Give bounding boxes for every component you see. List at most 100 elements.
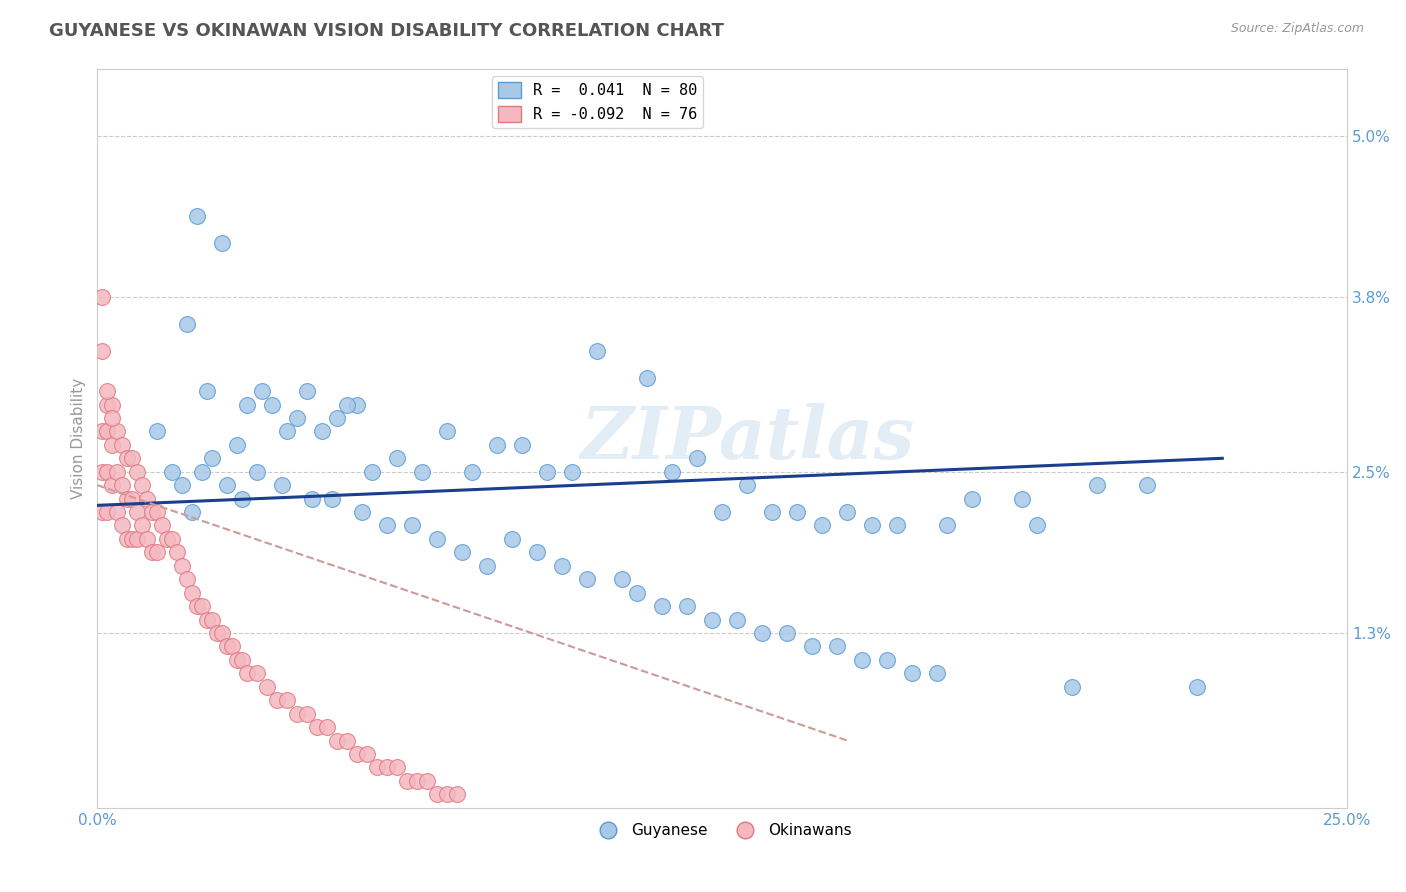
Point — [111, 478, 134, 492]
Point — [271, 478, 294, 492]
Point — [217, 478, 239, 492]
Point — [307, 720, 329, 734]
Point — [526, 545, 548, 559]
Point — [801, 640, 824, 654]
Point — [127, 465, 149, 479]
Point — [121, 532, 143, 546]
Point — [101, 411, 124, 425]
Point — [1187, 680, 1209, 694]
Point — [356, 747, 378, 761]
Point — [387, 760, 409, 774]
Point — [1136, 478, 1159, 492]
Point — [131, 478, 153, 492]
Point — [127, 532, 149, 546]
Point — [436, 425, 458, 439]
Point — [725, 613, 748, 627]
Point — [96, 425, 118, 439]
Point — [195, 384, 218, 398]
Point — [146, 425, 169, 439]
Point — [91, 343, 114, 358]
Point — [561, 465, 583, 479]
Point — [195, 613, 218, 627]
Point — [876, 653, 898, 667]
Point — [901, 666, 924, 681]
Point — [172, 478, 194, 492]
Point — [501, 532, 523, 546]
Point — [176, 572, 198, 586]
Point — [426, 532, 449, 546]
Point — [117, 532, 139, 546]
Point — [361, 465, 384, 479]
Point — [786, 505, 808, 519]
Point — [651, 599, 673, 614]
Point — [811, 518, 834, 533]
Point — [401, 518, 423, 533]
Text: GUYANESE VS OKINAWAN VISION DISABILITY CORRELATION CHART: GUYANESE VS OKINAWAN VISION DISABILITY C… — [49, 22, 724, 40]
Point — [626, 585, 648, 599]
Point — [172, 558, 194, 573]
Point — [136, 532, 159, 546]
Point — [111, 438, 134, 452]
Point — [416, 773, 439, 788]
Point — [91, 505, 114, 519]
Point — [136, 491, 159, 506]
Point — [311, 425, 333, 439]
Point — [375, 518, 398, 533]
Point — [181, 585, 204, 599]
Point — [105, 465, 128, 479]
Point — [326, 733, 349, 747]
Point — [761, 505, 783, 519]
Point — [612, 572, 634, 586]
Point — [207, 626, 229, 640]
Point — [105, 425, 128, 439]
Point — [186, 210, 208, 224]
Point — [285, 411, 308, 425]
Point — [711, 505, 734, 519]
Point — [226, 653, 249, 667]
Point — [962, 491, 984, 506]
Point — [301, 491, 323, 506]
Point — [162, 465, 184, 479]
Point — [181, 505, 204, 519]
Point — [486, 438, 509, 452]
Point — [276, 693, 298, 707]
Point — [316, 720, 339, 734]
Point — [91, 425, 114, 439]
Point — [162, 532, 184, 546]
Point — [737, 478, 759, 492]
Point — [266, 693, 288, 707]
Point — [510, 438, 533, 452]
Point — [396, 773, 419, 788]
Point — [121, 451, 143, 466]
Point — [366, 760, 388, 774]
Point — [886, 518, 908, 533]
Point — [96, 398, 118, 412]
Point — [117, 451, 139, 466]
Point — [751, 626, 773, 640]
Point — [236, 398, 259, 412]
Point — [461, 465, 484, 479]
Point — [297, 384, 319, 398]
Point — [375, 760, 398, 774]
Point — [406, 773, 429, 788]
Point — [256, 680, 278, 694]
Point — [636, 370, 658, 384]
Point — [837, 505, 859, 519]
Point — [101, 478, 124, 492]
Point — [246, 465, 269, 479]
Text: Source: ZipAtlas.com: Source: ZipAtlas.com — [1230, 22, 1364, 36]
Point — [201, 613, 224, 627]
Point — [321, 491, 343, 506]
Point — [211, 236, 233, 251]
Point — [326, 411, 349, 425]
Point — [127, 505, 149, 519]
Point — [186, 599, 208, 614]
Point — [131, 518, 153, 533]
Point — [121, 491, 143, 506]
Point — [101, 398, 124, 412]
Point — [111, 518, 134, 533]
Point — [141, 505, 163, 519]
Point — [105, 505, 128, 519]
Point — [246, 666, 269, 681]
Point — [346, 747, 368, 761]
